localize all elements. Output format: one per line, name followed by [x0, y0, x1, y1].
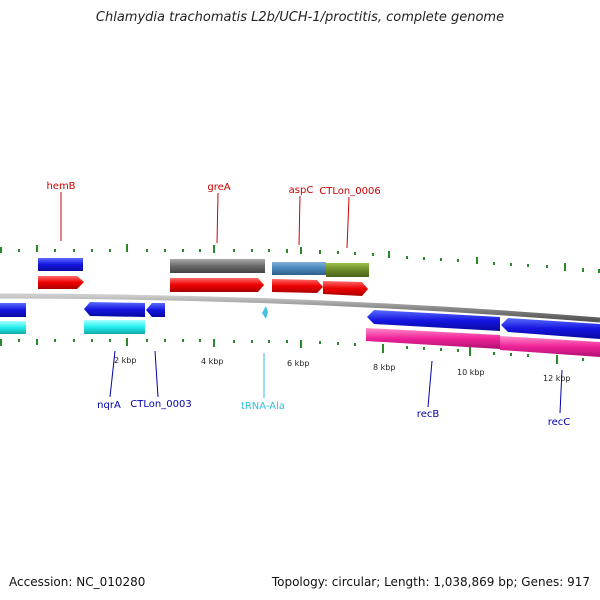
feature-recB-arrow[interactable]	[367, 310, 500, 331]
accession-label: Accession: NC_010280	[9, 575, 146, 589]
lower-tick-row	[0, 338, 584, 364]
scale-label-12kbp: 12 kbp	[543, 374, 571, 383]
upper-tick-row	[0, 244, 600, 273]
feature-nqrA-arrow[interactable]	[84, 302, 145, 317]
feature-aspC-arrow[interactable]	[272, 279, 323, 293]
scale-label-10kbp: 10 kbp	[457, 368, 485, 377]
genome-summary: Topology: circular; Length: 1,038,869 bp…	[271, 575, 590, 589]
gene-label-aspC[interactable]: aspC	[289, 185, 314, 196]
feature-magenta-lower-right[interactable]	[500, 336, 600, 357]
feature-cyan-lower-left[interactable]	[0, 321, 26, 334]
gene-label-nqrA[interactable]: nqrA	[97, 400, 121, 411]
gene-label-recB[interactable]: recB	[417, 409, 440, 420]
feature-gray-upper[interactable]	[170, 259, 265, 273]
feature-magenta-lower[interactable]	[366, 328, 500, 349]
genome-backbone	[0, 293, 600, 323]
feature-CTLon_0006-arrow[interactable]	[323, 281, 368, 296]
feature-blue-upper-1[interactable]	[38, 258, 83, 271]
feature-steel-upper[interactable]	[272, 262, 326, 275]
feature-recC-arrow[interactable]	[501, 318, 600, 339]
feature-hemB-arrow[interactable]	[38, 276, 84, 289]
feature-CTLon_0003-arrow[interactable]	[146, 303, 165, 317]
feature-greA-arrow[interactable]	[170, 278, 264, 292]
feature-tRNA-Ala-arrow[interactable]	[262, 306, 268, 319]
feature-cyan-lower-mid[interactable]	[84, 320, 145, 334]
scale-label-8kbp: 8 kbp	[373, 363, 395, 372]
feature-reverse-arrow-left[interactable]	[0, 303, 26, 317]
gene-label-CTLon_0006[interactable]: CTLon_0006	[319, 186, 380, 197]
feature-olive-upper[interactable]	[326, 263, 369, 277]
scale-label-4kbp: 4 kbp	[201, 357, 223, 366]
gene-label-recC[interactable]: recC	[548, 417, 571, 428]
gene-label-tRNA-Ala[interactable]: tRNA-Ala	[241, 401, 285, 412]
gene-label-hemB[interactable]: hemB	[46, 181, 75, 192]
scale-label-6kbp: 6 kbp	[287, 359, 309, 368]
gene-label-CTLon_0003[interactable]: CTLon_0003	[130, 399, 191, 410]
genome-title: Chlamydia trachomatis L2b/UCH-1/proctiti…	[95, 10, 505, 25]
gene-label-greA[interactable]: greA	[207, 182, 230, 193]
label-leader-lines	[60, 192, 563, 414]
scale-label-2kbp: 2 kbp	[114, 356, 136, 365]
